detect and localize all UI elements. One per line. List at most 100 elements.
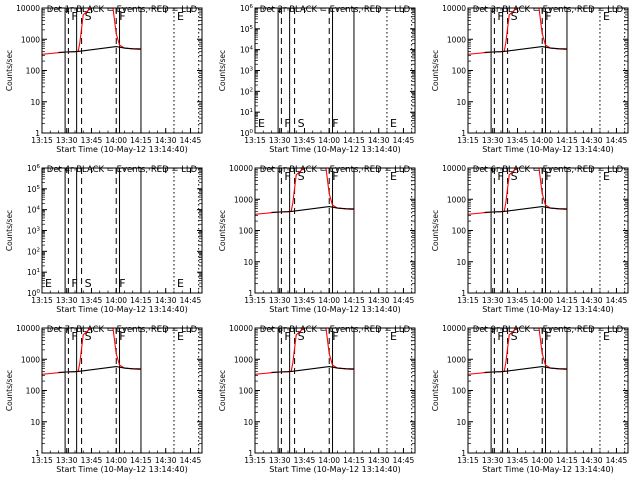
x-tick-label: 14:30 [155, 456, 177, 465]
y-tick-label: 102 [27, 247, 40, 256]
marker-letter: F [71, 277, 77, 290]
x-tick-label: 14:00 [318, 456, 340, 465]
marker-letter: F [71, 330, 77, 343]
plot-frame [41, 327, 203, 454]
x-axis-label: Start Time (10-May-12 13:14:40) [56, 465, 187, 474]
y-tick-label: 1 [461, 289, 466, 298]
panel-title: Det 1r BLACK = Events, RED = LLD [47, 5, 198, 15]
x-tick-label: 13:30 [482, 296, 504, 305]
y-tick-label: 1000 [447, 195, 466, 204]
y-tick-label: 10000 [442, 4, 466, 13]
x-axis-label: Start Time (10-May-12 13:14:40) [56, 145, 187, 154]
marker-letter: S [298, 330, 305, 343]
x-tick-label: 13:45 [81, 296, 103, 305]
marker-letter: E [390, 330, 397, 343]
y-tick-label: 100 [26, 387, 41, 396]
x-axis-label: Start Time (10-May-12 13:14:40) [482, 145, 613, 154]
marker-letter: F [119, 277, 125, 290]
plot-content [255, 328, 413, 453]
y-axis-label: Counts/sec [218, 210, 227, 251]
marker-letter: F [284, 170, 290, 183]
marker-letter: E [390, 117, 397, 130]
panel-title: Det 7r BLACK = Events, RED = LLD [47, 325, 198, 335]
plot-frame [467, 327, 629, 454]
x-tick-label: 14:30 [581, 296, 603, 305]
x-tick-label: 14:00 [531, 456, 553, 465]
chart-panel: Det 5r BLACK = Events, RED = LLD 1 10 100 10… [218, 164, 416, 314]
chart-panel: Det 4r BLACK = Events, RED = LLD 100 101 10… [5, 164, 203, 314]
y-tick-label: 100 [27, 289, 41, 298]
y-tick-label: 10000 [442, 164, 466, 173]
x-tick-label: 14:30 [368, 296, 390, 305]
x-axis-label: Start Time (10-May-12 13:14:40) [482, 305, 613, 314]
marker-letter: S [85, 277, 92, 290]
x-tick-label: 14:15 [556, 136, 578, 145]
x-tick-label: 14:15 [343, 136, 365, 145]
x-tick-label: 13:15 [31, 136, 53, 145]
y-axis-label: Counts/sec [431, 210, 440, 251]
marker-letter: F [497, 10, 503, 23]
x-tick-label: 13:45 [81, 456, 103, 465]
plot-content [468, 168, 626, 293]
chart-panel: Det 9r BLACK = Events, RED = LLD 1 10 100 10… [431, 324, 629, 474]
y-tick-label: 10000 [16, 324, 40, 333]
plot-frame [467, 167, 629, 294]
series-line [58, 46, 142, 53]
x-tick-label: 13:15 [31, 456, 53, 465]
x-tick-label: 14:00 [105, 296, 127, 305]
marker-letter: S [298, 117, 305, 130]
y-tick-label: 100 [239, 387, 254, 396]
panel-title: Det 4r BLACK = Events, RED = LLD [47, 165, 198, 175]
series-line [271, 206, 355, 213]
marker-letter: S [511, 10, 518, 23]
marker-letter: F [545, 10, 551, 23]
x-tick-label: 13:45 [81, 136, 103, 145]
y-tick-label: 100 [240, 129, 254, 138]
marker-letter: E [45, 277, 52, 290]
x-tick-label: 14:00 [105, 456, 127, 465]
y-axis-label: Counts/sec [431, 370, 440, 411]
x-tick-label: 14:00 [531, 296, 553, 305]
x-tick-label: 14:00 [318, 136, 340, 145]
chart-panel: Det 3r BLACK = Events, RED = LLD 1 10 100 10… [431, 4, 629, 154]
y-tick-label: 10 [456, 98, 466, 107]
chart-panel: Det 6r BLACK = Events, RED = LLD 1 10 100 10… [431, 164, 629, 314]
marker-letter: S [511, 170, 518, 183]
y-tick-label: 100 [452, 67, 467, 76]
x-tick-label: 13:15 [457, 296, 479, 305]
y-tick-label: 10 [30, 98, 40, 107]
y-tick-label: 1 [461, 129, 466, 138]
series-line [484, 366, 568, 373]
marker-letter: F [497, 170, 503, 183]
x-axis-label: Start Time (10-May-12 13:14:40) [269, 305, 400, 314]
x-tick-label: 14:45 [393, 456, 415, 465]
plot-content [42, 8, 200, 133]
marker-letter: F [284, 330, 290, 343]
marker-letter: F [332, 170, 338, 183]
marker-letter: S [511, 330, 518, 343]
x-tick-label: 13:30 [56, 296, 78, 305]
y-tick-label: 10 [30, 418, 40, 427]
x-tick-label: 14:15 [556, 456, 578, 465]
marker-letter: E [177, 10, 184, 23]
plot-content [42, 168, 200, 293]
x-tick-label: 13:45 [294, 456, 316, 465]
x-tick-label: 13:30 [269, 456, 291, 465]
x-tick-label: 14:45 [180, 296, 202, 305]
y-axis-label: Counts/sec [5, 370, 14, 411]
x-tick-label: 13:15 [457, 456, 479, 465]
panel-title: Det 5r BLACK = Events, RED = LLD [260, 165, 411, 175]
y-axis-label: Counts/sec [218, 50, 227, 91]
x-tick-label: 13:30 [269, 296, 291, 305]
y-tick-label: 100 [452, 227, 467, 236]
x-tick-label: 14:45 [606, 136, 628, 145]
series-line [484, 46, 568, 53]
marker-letter: F [119, 10, 125, 23]
x-tick-label: 13:45 [507, 456, 529, 465]
marker-letter: F [545, 330, 551, 343]
x-tick-label: 14:15 [130, 296, 152, 305]
x-tick-label: 13:30 [482, 136, 504, 145]
x-tick-label: 14:30 [368, 136, 390, 145]
y-tick-label: 1000 [447, 355, 466, 364]
panel-title: Det 2r BLACK = Events, RED = LLD [260, 5, 411, 15]
